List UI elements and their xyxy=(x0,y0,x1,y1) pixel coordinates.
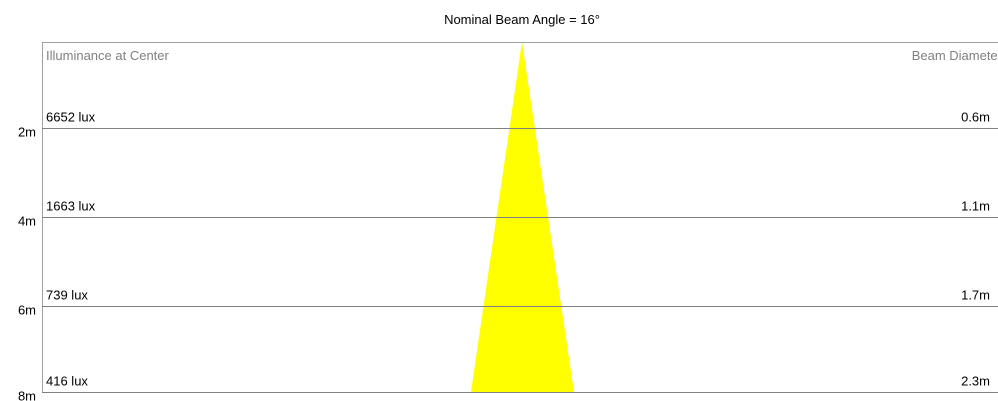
distance-label: 6m xyxy=(18,303,36,318)
distance-label: 4m xyxy=(18,214,36,229)
right-header: Beam Diameter xyxy=(912,48,998,63)
distance-label: 2m xyxy=(18,125,36,140)
diameter-label: 1.1m xyxy=(961,199,990,214)
diameter-label: 2.3m xyxy=(961,374,990,389)
diameter-label: 1.7m xyxy=(961,288,990,303)
illuminance-label: 6652 lux xyxy=(46,110,96,125)
left-header: Illuminance at Center xyxy=(46,48,170,63)
rows: 6652 lux 0.6m 2m 1663 lux 1.1m 4m 739 lux 1.7m 6… xyxy=(18,110,998,401)
diameter-label: 0.6m xyxy=(961,110,990,125)
title: Nominal Beam Angle = 16° xyxy=(444,12,600,27)
illuminance-label: 1663 lux xyxy=(46,199,96,214)
illuminance-label: 739 lux xyxy=(46,288,88,303)
illuminance-label: 416 lux xyxy=(46,374,88,389)
distance-label: 8m xyxy=(18,389,36,401)
